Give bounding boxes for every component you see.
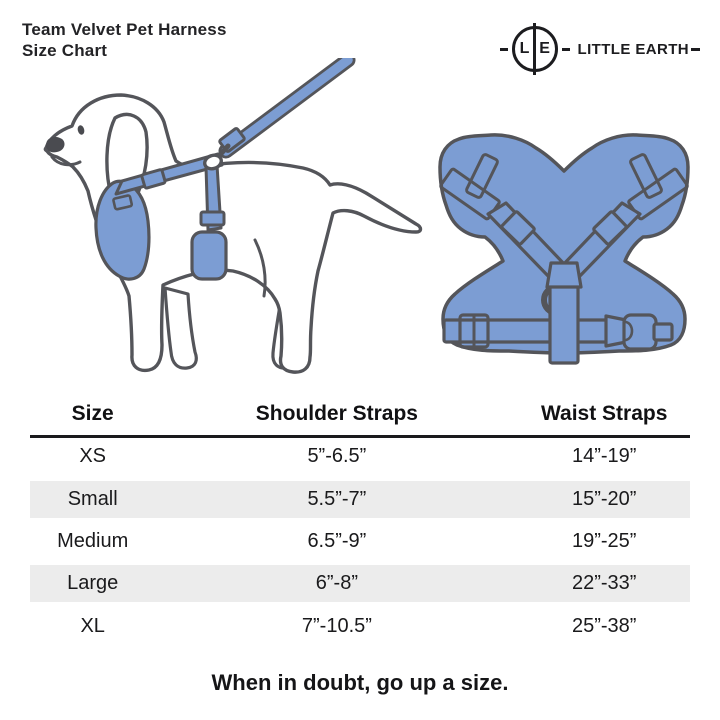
logo-right-dash-icon xyxy=(561,47,570,51)
buckle-notch xyxy=(624,320,634,342)
size-cell: XS xyxy=(79,445,107,467)
table-row-small: Small 5.5”-7” 15”-20” xyxy=(30,475,690,523)
left-strap-adjuster xyxy=(500,210,536,246)
shoulder-cell: 5.5”-7” xyxy=(155,475,519,523)
dog-nose xyxy=(46,136,65,153)
size-cell: XL xyxy=(80,614,105,637)
dog-harness-pad-slot xyxy=(112,194,134,211)
dog-far-front-leg xyxy=(163,286,198,370)
title-line2: Size Chart xyxy=(22,41,108,60)
dog-mouth xyxy=(50,155,82,167)
leash xyxy=(221,58,353,156)
monogram-letter-l: L xyxy=(519,40,530,57)
waist-cell: 14”-19” xyxy=(571,445,637,467)
center-strap xyxy=(548,275,580,365)
shoulder-cell: 6”-8” xyxy=(155,559,519,607)
right-pad-slot xyxy=(629,153,663,199)
waist-strap xyxy=(442,318,610,344)
size-cell: Large xyxy=(30,559,156,607)
table-row-xl: XL 7”-10.5” 25”-38” xyxy=(30,604,690,646)
dog-harness-strap-adjuster xyxy=(140,168,167,190)
shoulder-cell: 5”-6.5” xyxy=(307,445,367,467)
waist-strap-tail xyxy=(652,322,674,342)
column-header-shoulder-straps: Shoulder Straps xyxy=(155,393,519,438)
size-cell: Medium xyxy=(57,529,129,552)
logo-end-dash-icon xyxy=(691,47,700,51)
left-pad-slot xyxy=(465,153,499,199)
size-cell: Small xyxy=(30,475,156,523)
table-row-xs: XS 5”-6.5” 14”-19” xyxy=(30,436,690,478)
right-strap-adjuster xyxy=(592,210,628,246)
monogram-divider xyxy=(533,23,537,75)
brand-monogram-icon: L E xyxy=(511,23,558,75)
dog-haunch-line xyxy=(253,238,267,298)
shoulder-cell: 7”-10.5” xyxy=(301,614,372,637)
size-chart-table: Size Shoulder Straps Waist Straps XS 5”-… xyxy=(30,393,690,646)
waist-cell: 15”-20” xyxy=(518,475,690,523)
column-header-size: Size xyxy=(30,393,156,438)
strap-junction xyxy=(545,261,583,289)
table-row-medium: Medium 6.5”-9” 19”-25” xyxy=(30,520,690,562)
shoulder-cell: 6.5”-9” xyxy=(307,529,367,552)
waist-cell: 25”-38” xyxy=(571,614,637,637)
dog-with-harness-illustration xyxy=(43,58,423,374)
monogram-letter-e: E xyxy=(539,40,550,57)
waist-cell: 19”-25” xyxy=(571,529,637,552)
footer-note: When in doubt, go up a size. xyxy=(211,670,509,695)
title-line1: Team Velvet Pet Harness xyxy=(22,20,227,39)
buckle-female xyxy=(622,313,658,351)
dog-eye xyxy=(77,125,85,135)
table-row-large: Large 6”-8” 22”-33” xyxy=(30,559,690,607)
dog-harness-girth-adjuster xyxy=(199,210,226,227)
leash-ring xyxy=(203,153,223,171)
table-header-row: Size Shoulder Straps Waist Straps xyxy=(30,393,690,438)
size-chart: Size Shoulder Straps Waist Straps XS 5”-… xyxy=(30,393,690,646)
waist-cell: 22”-33” xyxy=(518,559,690,607)
page-title: Team Velvet Pet Harness Size Chart xyxy=(22,19,227,61)
brand-name: LITTLE EARTH xyxy=(577,40,689,58)
column-header-waist-straps: Waist Straps xyxy=(518,393,690,438)
brand-logo: L E LITTLE EARTH xyxy=(499,23,700,75)
harness-front-illustration xyxy=(438,133,690,365)
logo-left-dash-icon xyxy=(499,47,508,51)
dog-harness-belly-pad xyxy=(190,230,228,281)
